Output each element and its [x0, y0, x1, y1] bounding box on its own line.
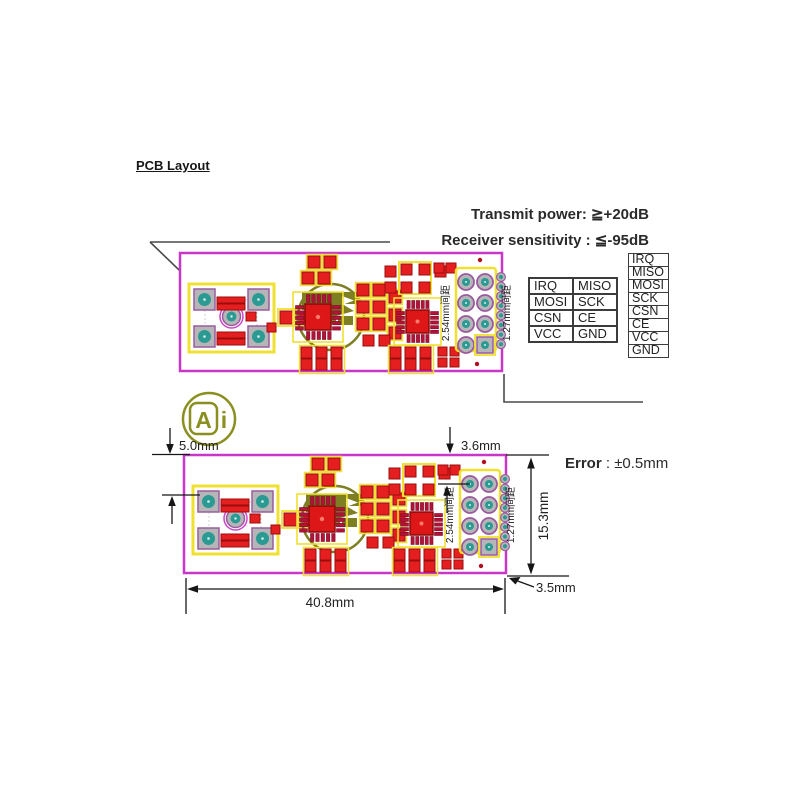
receiver-sensitivity-spec: Receiver sensitivity : ≦-95dB: [441, 232, 649, 249]
pin-table-grid: IRQ MISO MOSI SCK CSN CE VCC GND: [528, 277, 618, 343]
page-title: PCB Layout: [136, 158, 210, 173]
table-row: MISO: [628, 266, 669, 280]
pin-cell: SCK: [572, 293, 618, 311]
table-row: GND: [628, 344, 669, 358]
dimension-labels: 5.0mm 3.6mm 15.3mm 40.8mm 3.5mm: [179, 438, 576, 610]
table-row: CSN: [628, 305, 669, 319]
ai-logo-letter-a: A: [195, 407, 212, 433]
pin-cell: GND: [628, 344, 669, 358]
pin-cell: CE: [572, 309, 618, 327]
pin-cell: MISO: [628, 266, 669, 280]
pin-cell: IRQ: [528, 277, 574, 295]
table-row: VCC: [628, 331, 669, 345]
error-label: Error: [565, 455, 602, 472]
error-value: : ±0.5mm: [601, 455, 669, 472]
error-tolerance-note: Error : ±0.5mm: [565, 455, 668, 472]
pin-cell: MISO: [572, 277, 618, 295]
table-row: VCC GND: [528, 325, 618, 343]
pin-cell: CSN: [628, 305, 669, 319]
pcb-top-view: [178, 251, 515, 375]
table-row: CSN CE: [528, 309, 618, 327]
dimension-arrowheads: [166, 443, 535, 593]
dim-5mm: 5.0mm: [179, 438, 219, 453]
pin-cell: GND: [572, 325, 618, 343]
dimension-lines: [152, 427, 569, 614]
ai-logo-letter-i: i: [221, 407, 227, 433]
dim-3-5mm: 3.5mm: [536, 580, 576, 595]
ai-logo: A i: [181, 391, 237, 447]
table-row: MOSI: [628, 279, 669, 293]
pin-cell: MOSI: [628, 279, 669, 293]
dim-3-6mm: 3.6mm: [461, 438, 501, 453]
transmit-power-spec: Transmit power: ≧+20dB: [470, 206, 649, 223]
pin-cell: VCC: [628, 331, 669, 345]
dim-40-8mm: 40.8mm: [306, 595, 355, 610]
pcb-bottom-view: [182, 453, 519, 577]
pin-cell: MOSI: [528, 293, 574, 311]
pin-cell: CSN: [528, 309, 574, 327]
dim-15-3mm: 15.3mm: [536, 492, 551, 541]
table-row: IRQ MISO: [528, 277, 618, 295]
table-row: MOSI SCK: [528, 293, 618, 311]
pin-table-list: IRQ MISO MOSI SCK CSN CE VCC GND: [628, 253, 669, 358]
pin-cell: VCC: [528, 325, 574, 343]
